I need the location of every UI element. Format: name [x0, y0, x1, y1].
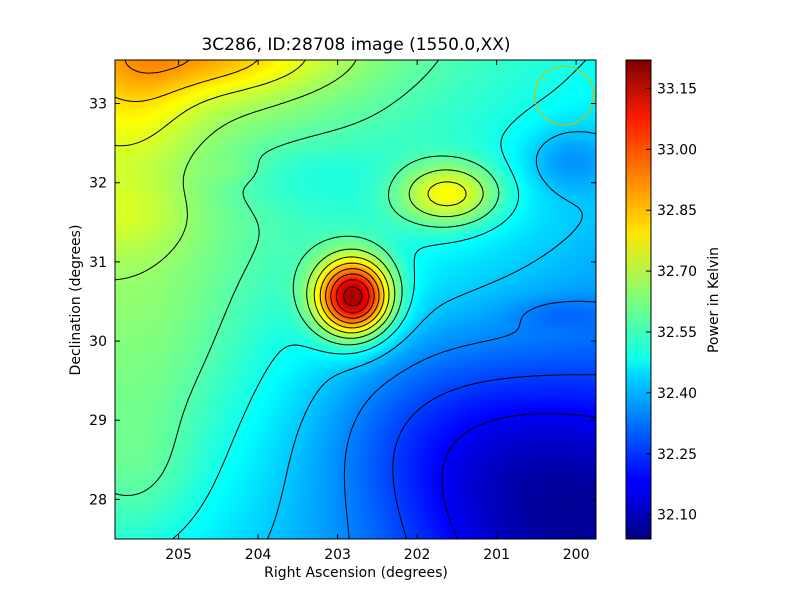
- contour-line: [441, 413, 596, 539]
- x-axis-label: Right Ascension (degrees): [264, 565, 448, 581]
- y-tick-label: 32: [89, 176, 107, 192]
- colorbar-label: Power in Kelvin: [706, 247, 722, 353]
- contour-line: [266, 131, 596, 539]
- contour-line: [115, 60, 385, 329]
- colorbar-tick-label: 32.85: [657, 203, 697, 219]
- colorbar-tick-label: 33.00: [657, 142, 697, 158]
- y-tick-label: 30: [89, 334, 107, 350]
- contour-line: [392, 374, 596, 539]
- contour-line: [115, 60, 500, 496]
- colorbar-ticks: 32.10 32.25 32.40 32.55 32.70 32.85 33.00 33.15: [646, 81, 697, 524]
- contour-line: [330, 273, 375, 319]
- colorbar-gradient: [625, 59, 652, 540]
- y-tick-label: 33: [89, 97, 107, 113]
- y-axis: 28 29 30 31 32 33: [89, 97, 596, 508]
- colorbar-tick-label: 33.15: [657, 81, 697, 97]
- x-tick-label: 201: [483, 547, 510, 563]
- y-tick-label: 28: [89, 492, 107, 508]
- x-tick-label: 202: [404, 547, 431, 563]
- contour-line: [343, 300, 596, 539]
- colorbar-tick-label: 32.55: [657, 325, 697, 341]
- plot-frame: [114, 59, 597, 540]
- contour-line: [115, 60, 484, 339]
- y-tick-label: 29: [89, 413, 107, 429]
- x-tick-label: 205: [165, 547, 192, 563]
- colorbar-tick-label: 32.40: [657, 386, 697, 402]
- contour-line: [343, 286, 363, 307]
- colorbar-tick-label: 32.25: [657, 447, 697, 463]
- x-tick-label: 203: [324, 547, 351, 563]
- x-axis: 205 204 203 202 201 200: [165, 60, 589, 563]
- x-tick-label: 204: [245, 547, 272, 563]
- y-tick-label: 31: [89, 255, 107, 271]
- heatmap-image: [115, 60, 596, 539]
- y-axis-label: Declination (degrees): [68, 225, 84, 376]
- x-tick-label: 200: [563, 547, 590, 563]
- colorbar: 32.10 32.25 32.40 32.55 32.70 32.85 33.00 33.15…: [625, 59, 722, 540]
- contour-line: [124, 60, 380, 324]
- contour-lines: [115, 60, 596, 539]
- contour-line: [172, 60, 587, 539]
- beam-circle: [534, 65, 595, 126]
- contour-line: [115, 60, 467, 334]
- chart-title: 3C286, ID:28708 image (1550.0,XX): [201, 35, 510, 55]
- plot-area: [114, 59, 597, 540]
- colorbar-tick-label: 32.70: [657, 264, 697, 280]
- contour-line: [335, 279, 370, 314]
- colorbar-tick-label: 32.10: [657, 508, 697, 524]
